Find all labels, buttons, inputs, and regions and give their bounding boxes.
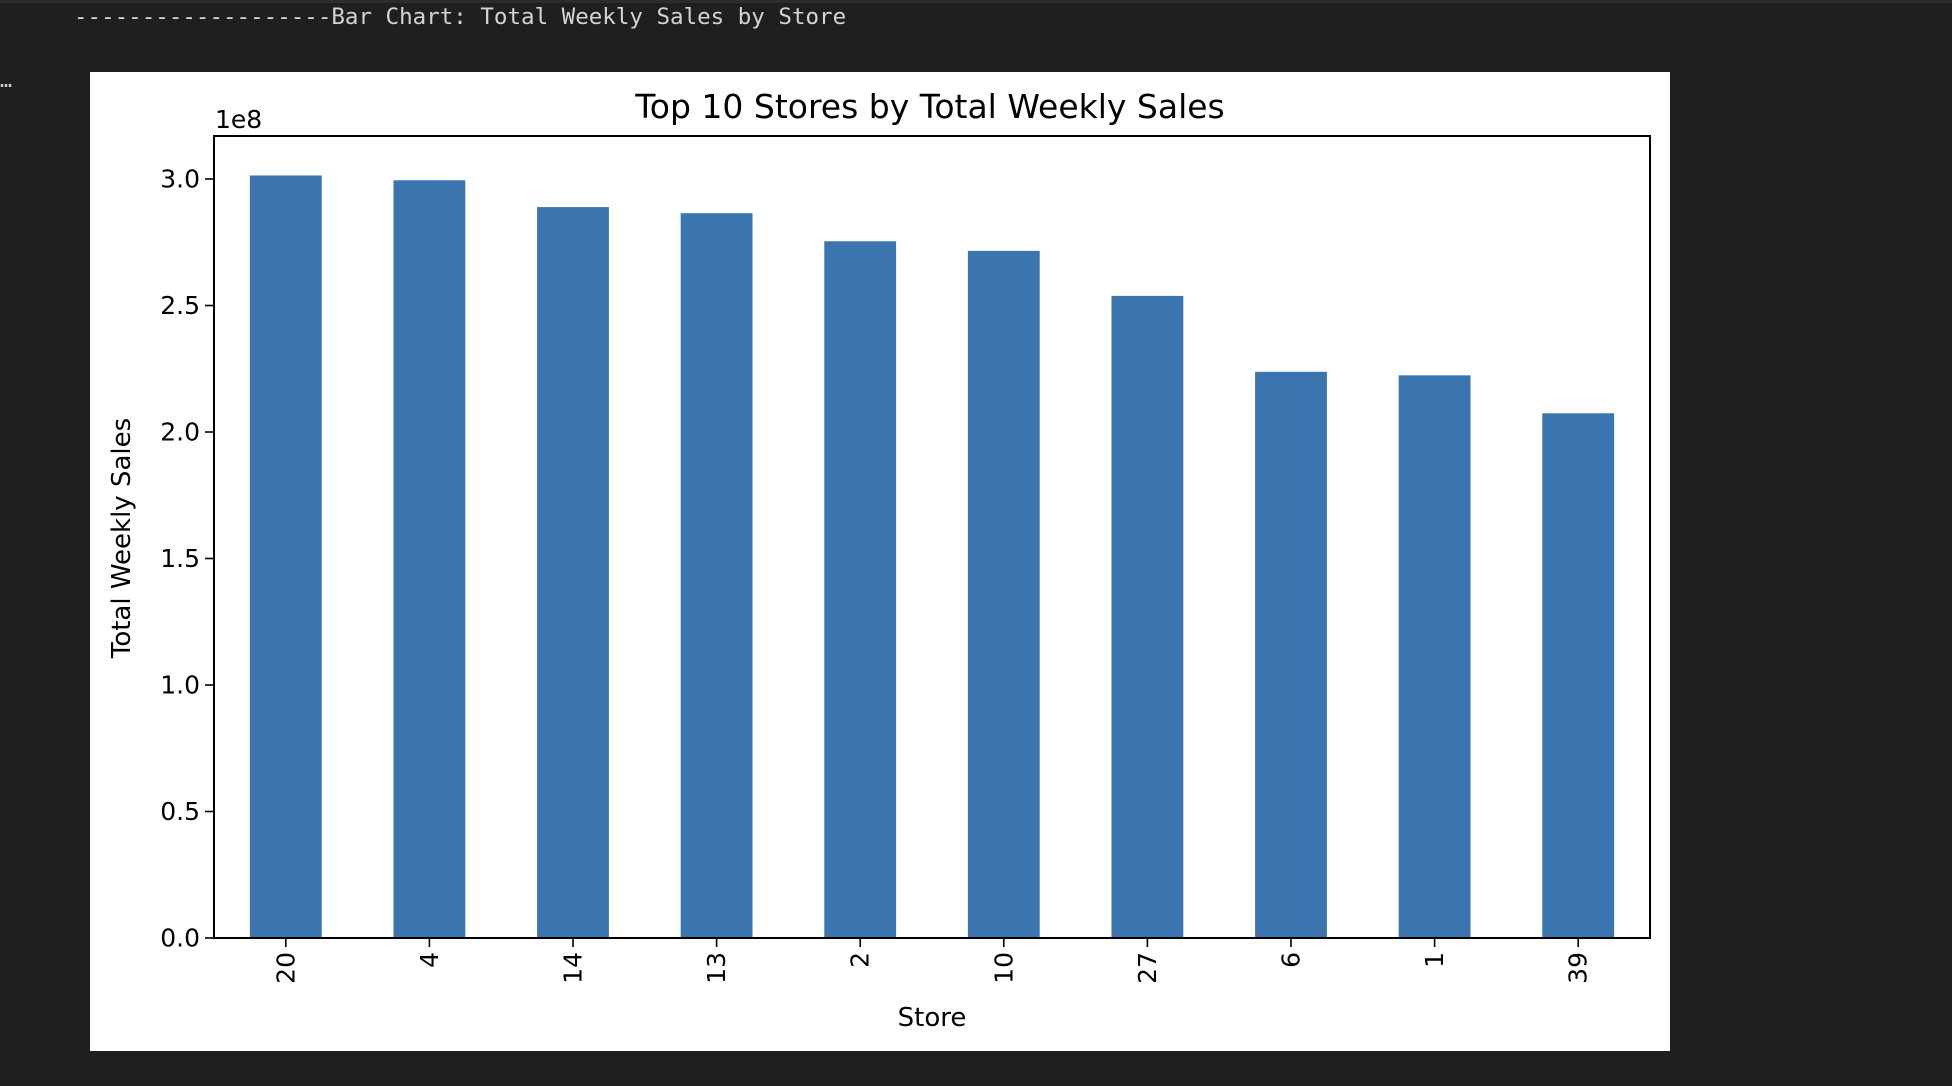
y-tick-label: 0.0 <box>160 924 200 953</box>
output-collapse-ellipsis[interactable]: … <box>0 68 13 92</box>
y-axis-label: Total Weekly Sales <box>107 418 137 659</box>
y-tick-label: 0.5 <box>160 797 200 826</box>
chart-title: Top 10 Stores by Total Weekly Sales <box>634 87 1225 126</box>
bars-group <box>249 175 1615 939</box>
y-tick-label: 1.5 <box>160 544 200 573</box>
bar-store-4 <box>393 180 466 939</box>
plot-area-frame <box>213 135 1651 939</box>
output-header-text: -------------------Bar Chart: Total Week… <box>74 4 847 30</box>
x-tick-label: 13 <box>702 952 731 984</box>
x-tick-label: 20 <box>271 952 300 984</box>
x-tick-label: 6 <box>1277 952 1306 968</box>
chart-figure: Top 10 Stores by Total Weekly Sales 1e8 … <box>90 72 1670 1051</box>
x-tick-label: 14 <box>559 952 588 984</box>
bar-store-6 <box>1255 371 1327 938</box>
x-tick-label: 1 <box>1420 952 1449 968</box>
y-tick-label: 1.0 <box>160 671 200 700</box>
x-tick-label: 4 <box>415 952 444 968</box>
x-ticks-group: 20 4 14 13 2 10 27 6 1 39 <box>271 938 1593 984</box>
y-ticks-group: 0.0 0.5 1.0 1.5 2.0 2.5 3.0 <box>160 165 214 953</box>
bar-store-1 <box>1398 375 1471 938</box>
bar-store-39 <box>1542 413 1615 938</box>
x-tick-label: 10 <box>989 952 1018 984</box>
x-tick-label: 27 <box>1133 952 1162 984</box>
x-tick-label: 2 <box>846 952 875 968</box>
bar-chart: Top 10 Stores by Total Weekly Sales 1e8 … <box>107 87 1651 1033</box>
bar-store-14 <box>537 207 609 939</box>
y-offset-label: 1e8 <box>215 105 262 134</box>
x-axis-label: Store <box>898 1003 967 1033</box>
y-tick-label: 2.5 <box>160 291 200 320</box>
y-tick-label: 2.0 <box>160 418 200 447</box>
bar-store-10 <box>967 250 1040 938</box>
bar-store-2 <box>824 241 897 938</box>
y-tick-label: 3.0 <box>160 165 200 194</box>
x-tick-label: 39 <box>1564 952 1593 984</box>
bar-store-27 <box>1111 295 1184 938</box>
cell-divider <box>0 0 1952 3</box>
bar-store-20 <box>249 175 322 938</box>
bar-store-13 <box>680 213 753 938</box>
